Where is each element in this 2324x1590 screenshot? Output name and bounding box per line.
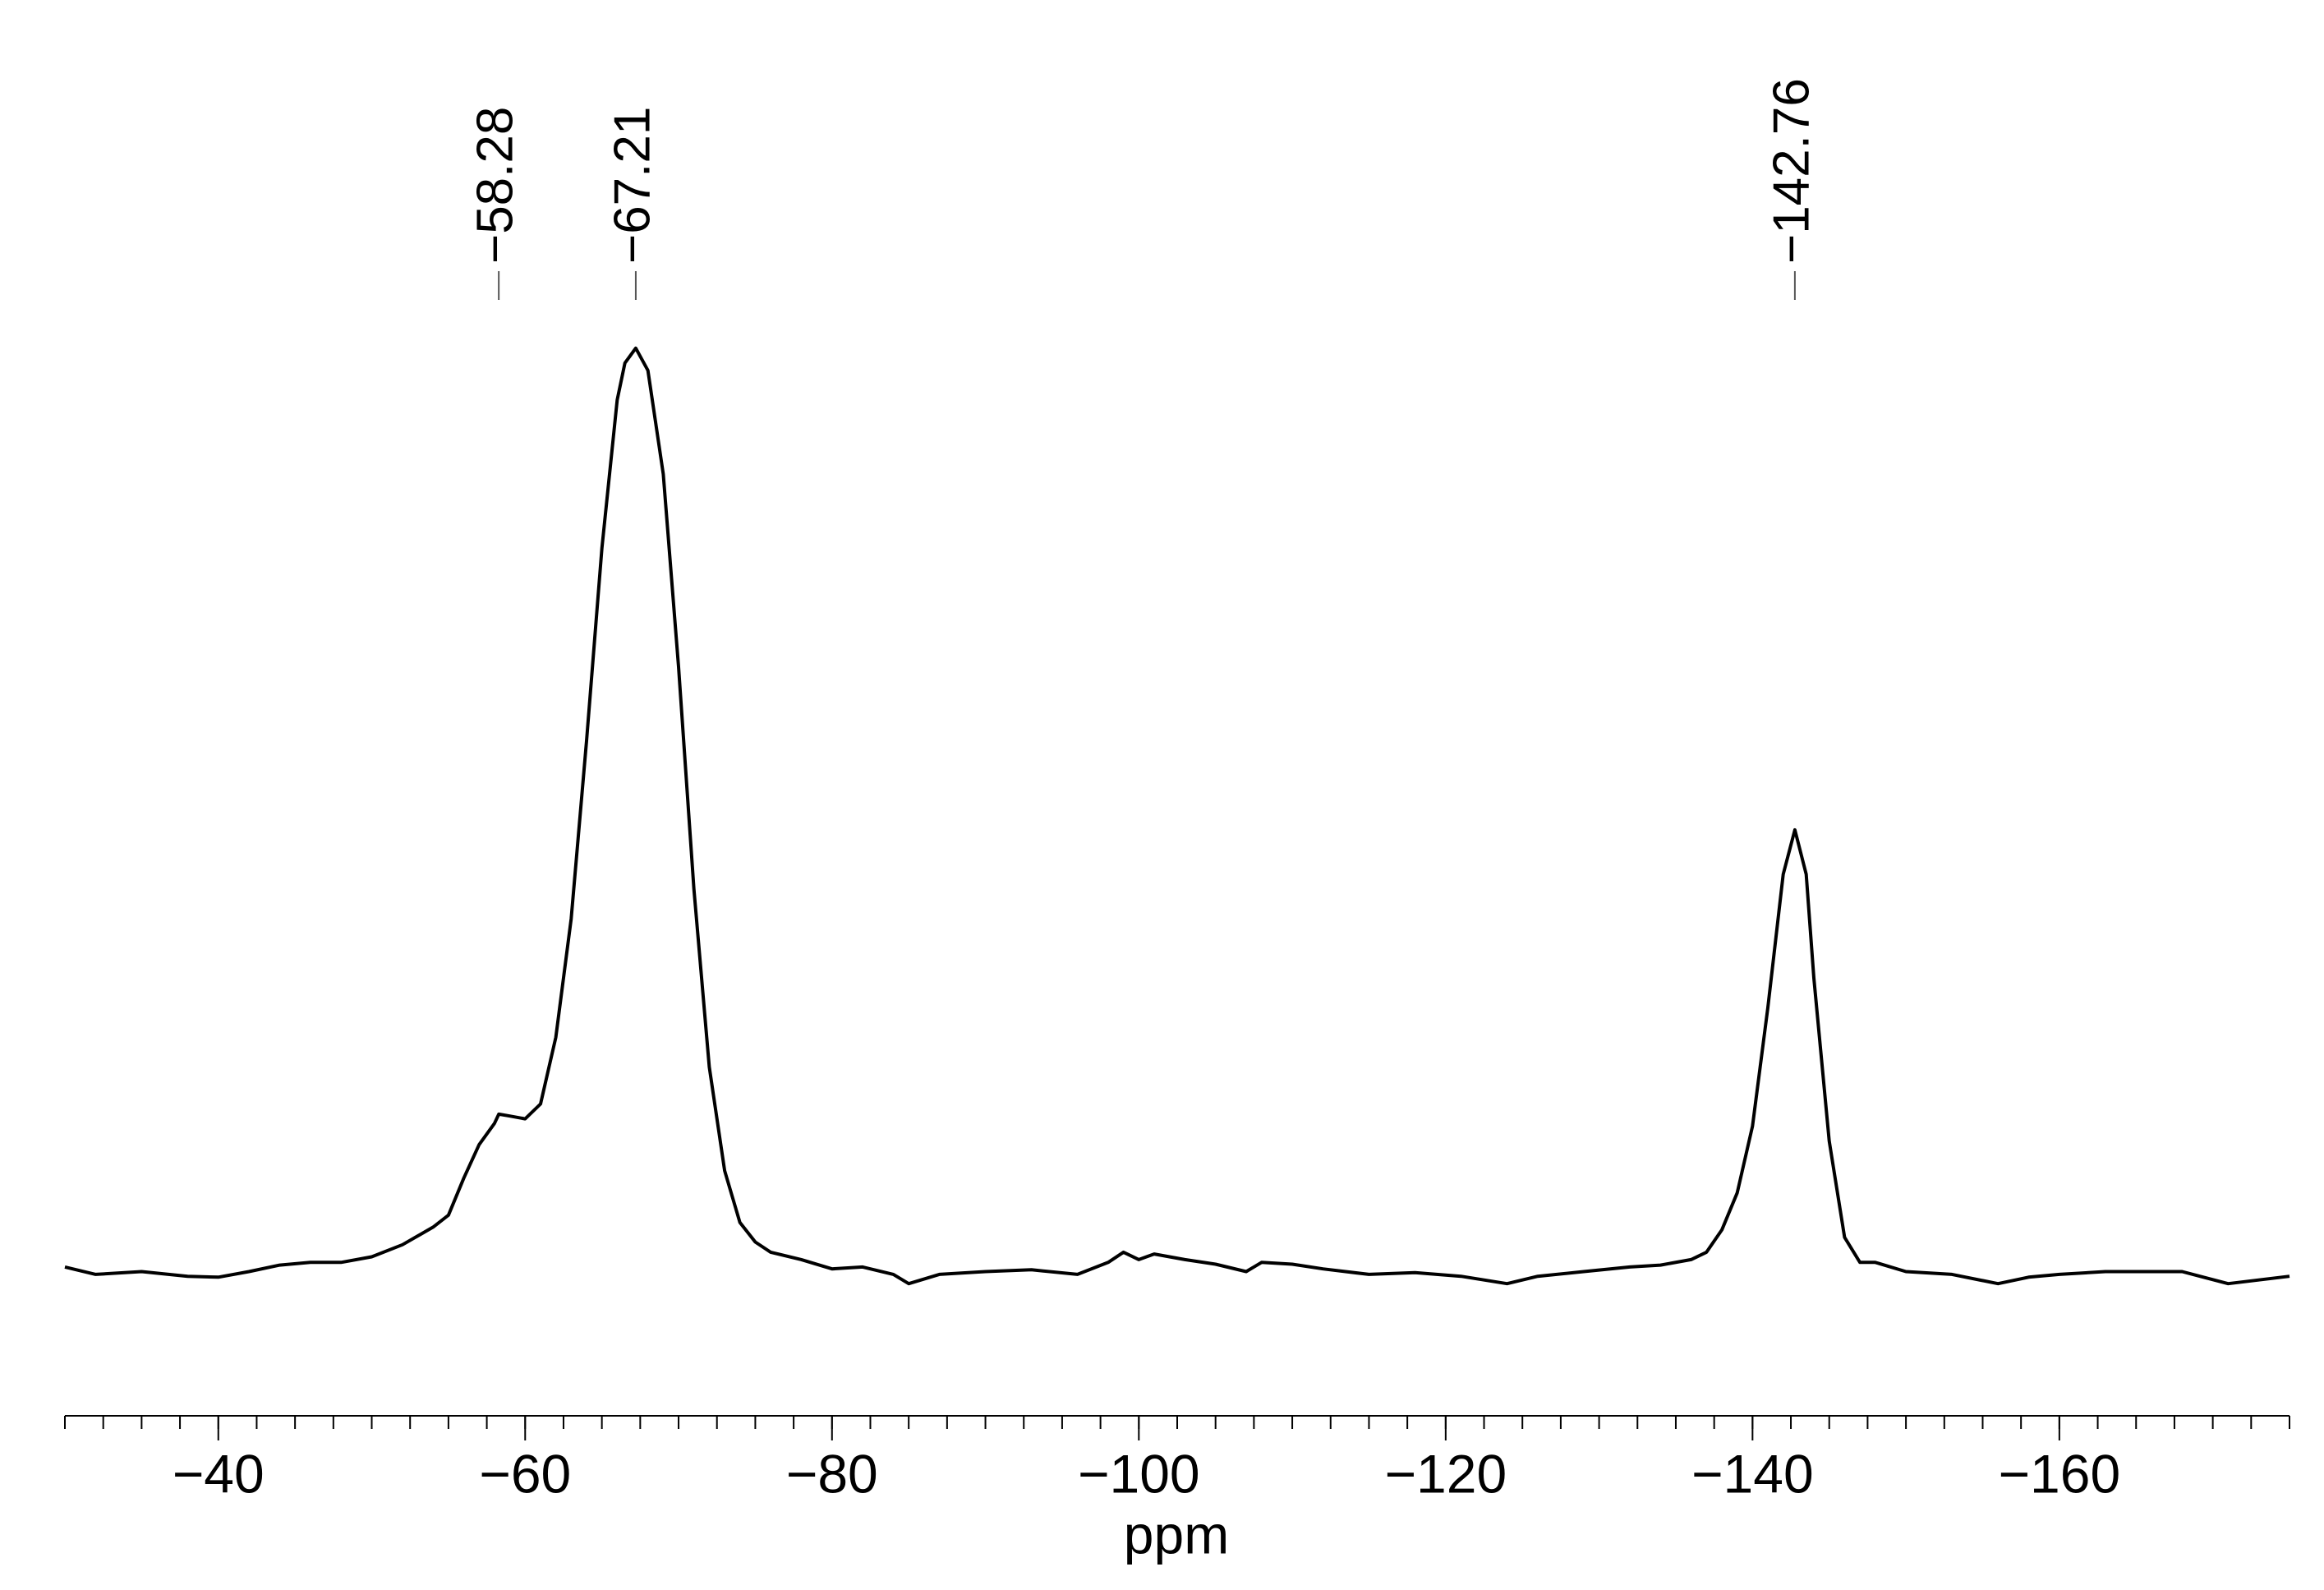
x-tick-label: −80 — [786, 1443, 878, 1504]
x-axis-label: ppm — [1124, 1504, 1229, 1565]
peak-label: −67.21 — [604, 107, 660, 264]
peak-label: −142.76 — [1763, 78, 1820, 264]
spectrum-line — [64, 346, 2290, 1286]
x-tick-label: −140 — [1691, 1443, 1814, 1504]
x-tick-label: −40 — [173, 1443, 265, 1504]
x-tick-label: −120 — [1384, 1443, 1507, 1504]
x-tick-label: −160 — [1999, 1443, 2121, 1504]
x-tick-label: −100 — [1078, 1443, 1200, 1504]
peak-label: −58.28 — [467, 107, 524, 264]
x-tick-label: −60 — [479, 1443, 571, 1504]
